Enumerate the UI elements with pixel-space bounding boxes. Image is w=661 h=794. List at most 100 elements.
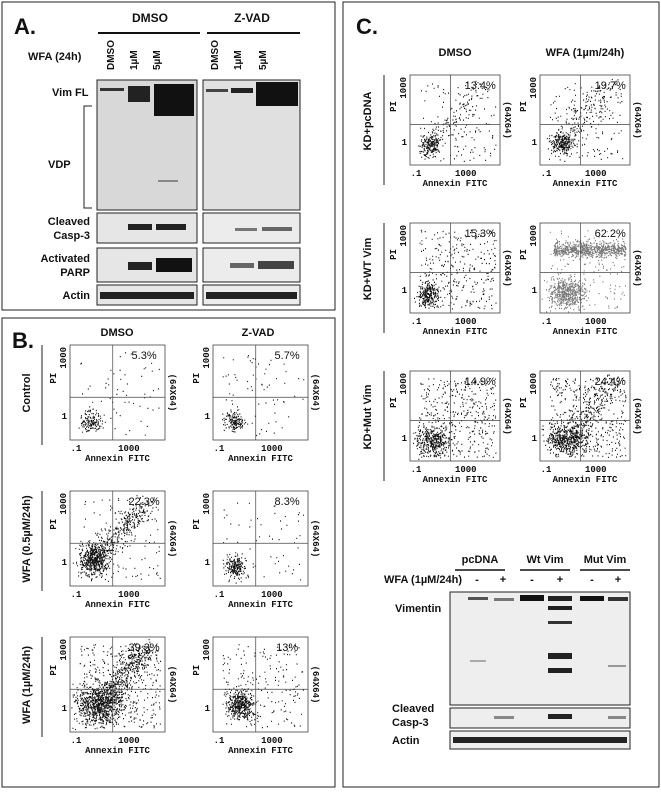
group-label: DMSO (132, 11, 168, 25)
y-mid-label: 1 (205, 704, 211, 714)
plot-frame (212, 636, 309, 733)
resolution-label: (64X64) (632, 249, 642, 287)
row-label: KD+Mut Vim (362, 384, 374, 449)
x-max-label: 1000 (261, 590, 283, 600)
percent-label: 14.9% (465, 376, 496, 388)
plot-frame (409, 74, 501, 166)
x-min-label: .1 (541, 169, 552, 179)
axis-label: PI (389, 101, 399, 112)
x-min-label: .1 (71, 736, 82, 746)
percent-label: 13% (276, 642, 298, 654)
column-label: DMSO (439, 47, 472, 59)
y-mid-label: 1 (402, 286, 408, 296)
axis-label: Annexin FITC (423, 475, 488, 485)
dot-cloud (222, 502, 304, 584)
plot-frame (69, 636, 166, 733)
dot-cloud (541, 230, 627, 313)
y-mid-label: 1 (402, 434, 408, 444)
y-mid-label: 1 (62, 412, 68, 422)
band-label: Cleaved (48, 216, 90, 228)
axis-label: Annexin FITC (85, 600, 150, 610)
lane-label: 1µM (233, 50, 244, 70)
plot-frame (69, 490, 166, 587)
plot-frame (409, 222, 501, 314)
axis-label: PI (519, 397, 529, 408)
axis-label: PI (192, 373, 202, 384)
x-min-label: .1 (411, 465, 422, 475)
column-label: WFA (1µm/24h) (546, 47, 625, 59)
axis-label: Annexin FITC (423, 327, 488, 337)
x-min-label: .1 (541, 465, 552, 475)
group-label: Mut Vim (584, 554, 627, 566)
band-label: Vimentin (395, 603, 442, 615)
x-min-label: .1 (214, 736, 225, 746)
lane-label: 5µM (152, 50, 163, 70)
row-label: KD+pcDNA (362, 91, 374, 150)
lane-labels: DMSO 1µM 5µM DMSO 1µM 5µM (106, 40, 269, 70)
percent-label: 19.7% (595, 80, 626, 92)
row-label: KD+WT Vim (362, 238, 374, 301)
resolution-label: (64X64) (167, 520, 177, 558)
sign-label: + (557, 574, 563, 586)
lane-label: DMSO (210, 40, 221, 70)
axis-label: Annexin FITC (553, 475, 618, 485)
y-mid-label: 1 (532, 138, 538, 148)
y-mid-label: 1 (532, 434, 538, 444)
y-mid-label: 1 (205, 558, 211, 568)
sign-label: - (590, 574, 594, 586)
lane-label: DMSO (106, 40, 117, 70)
plot-frame (539, 370, 631, 462)
blot-c (449, 591, 631, 750)
x-max-label: 1000 (585, 465, 607, 475)
row-label: WFA (0.5µM/24h) (21, 495, 33, 583)
sign-label: - (475, 574, 479, 586)
resolution-label: (64X64) (502, 249, 512, 287)
plot-frame (539, 74, 631, 166)
axis-label: PI (389, 249, 399, 260)
x-max-label: 1000 (118, 444, 140, 454)
plot-frame (539, 222, 631, 314)
bracket (83, 105, 92, 209)
blot-a (96, 79, 301, 306)
x-max-label: 1000 (118, 590, 140, 600)
dot-cloud (418, 80, 497, 162)
axis-label: PI (519, 249, 529, 260)
resolution-label: (64X64) (632, 397, 642, 435)
treatment-label: WFA (1µM/24h) (384, 574, 462, 586)
sign-label: + (615, 574, 621, 586)
plot-frame (409, 370, 501, 462)
group-label: Z-VAD (234, 11, 270, 25)
group-label: Wt Vim (526, 554, 563, 566)
x-max-label: 1000 (261, 736, 283, 746)
axis-label: Annexin FITC (228, 454, 293, 464)
y-max-label: 1000 (59, 493, 69, 515)
dot-cloud (413, 377, 497, 460)
panel-label: C. (356, 14, 378, 39)
resolution-label: (64X64) (502, 101, 512, 139)
x-min-label: .1 (71, 590, 82, 600)
panel-c-frame (342, 1, 660, 788)
axis-label: PI (49, 665, 59, 676)
resolution-label: (64X64) (310, 666, 320, 704)
axis-label: Annexin FITC (423, 179, 488, 189)
percent-label: 15.3% (465, 228, 496, 240)
band-label: Actin (392, 735, 420, 747)
percent-label: 5.7% (275, 350, 300, 362)
y-max-label: 1000 (529, 77, 539, 99)
dot-cloud (78, 352, 160, 436)
y-max-label: 1000 (202, 347, 212, 369)
plot-frame (212, 490, 309, 587)
sign-label: + (500, 574, 506, 586)
plot-frame (212, 344, 309, 441)
x-max-label: 1000 (118, 736, 140, 746)
axis-label: PI (49, 373, 59, 384)
resolution-label: (64X64) (167, 374, 177, 412)
percent-label: 39.3% (128, 642, 159, 654)
column-label: Z-VAD (242, 327, 275, 339)
x-max-label: 1000 (585, 169, 607, 179)
column-label: DMSO (101, 327, 134, 339)
lane-label: 1µM (129, 50, 140, 70)
axis-label: PI (519, 101, 529, 112)
band-label: Activated (40, 253, 90, 265)
resolution-label: (64X64) (632, 101, 642, 139)
